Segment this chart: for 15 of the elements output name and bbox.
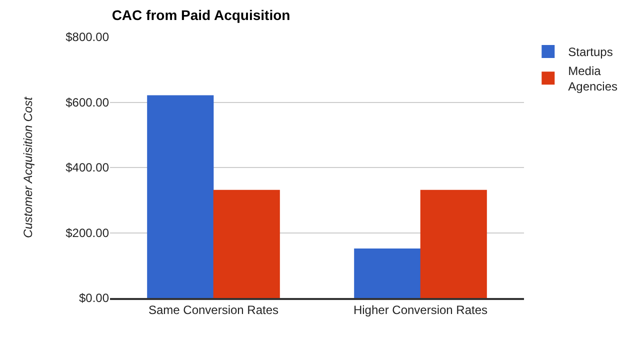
bar [354, 248, 421, 298]
y-tick-label: $600.00 [66, 95, 110, 110]
chart-title: CAC from Paid Acquisition [112, 7, 290, 24]
x-tick-label: Same Conversion Rates [148, 303, 279, 318]
bar [420, 190, 487, 298]
x-tick-label: Higher Conversion Rates [353, 303, 488, 318]
y-tick-label: $200.00 [66, 226, 110, 240]
y-axis-title: Customer Acquisition Cost [20, 96, 35, 238]
y-tick-label: $400.00 [66, 160, 110, 175]
y-tick-label: $0.00 [78, 291, 110, 306]
legend-label: Startups [568, 45, 613, 60]
bar [213, 190, 280, 298]
bar [147, 95, 214, 298]
y-tick-label: $800.00 [66, 30, 110, 44]
legend-label: Media Agencies [568, 64, 618, 94]
